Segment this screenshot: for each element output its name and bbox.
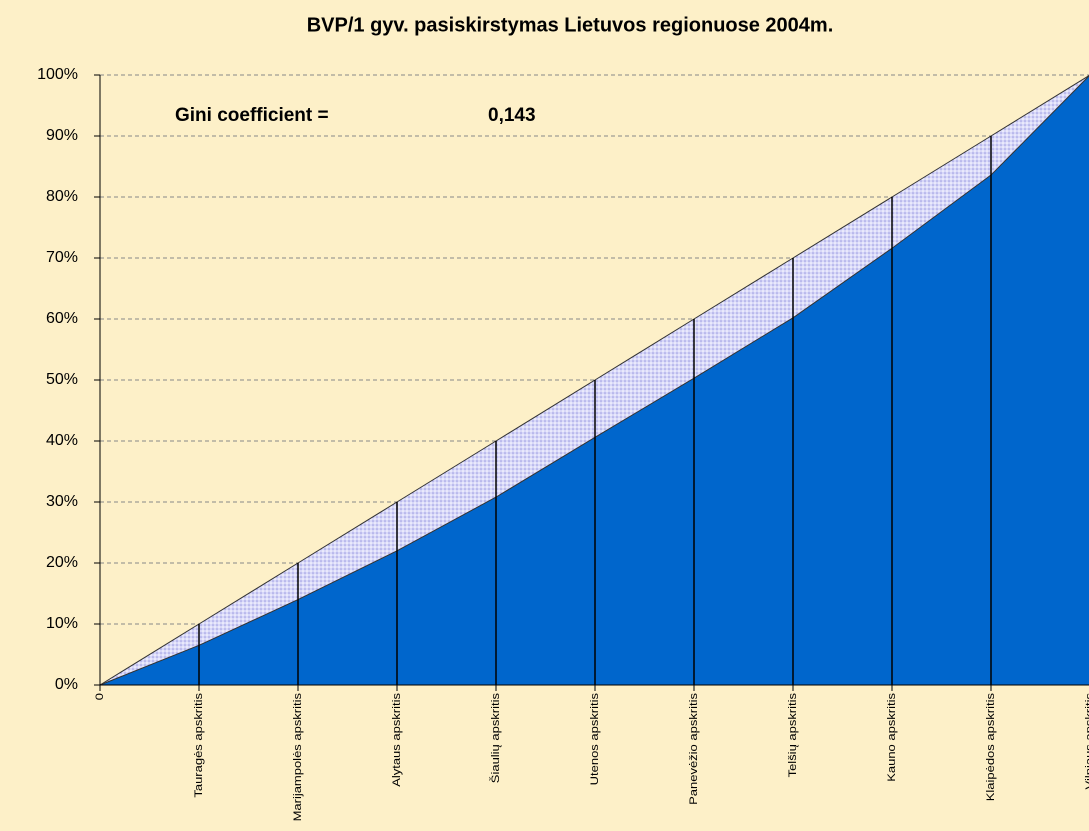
- y-tick-label: 90%: [46, 127, 78, 144]
- x-tick-label: Tauragės apskritis: [192, 693, 205, 798]
- x-tick-label: Panevėžio apskritis: [687, 693, 700, 805]
- x-tick-label: Utenos apskritis: [588, 693, 601, 785]
- y-tick-label: 40%: [46, 432, 78, 449]
- lorenz-area: [100, 76, 1089, 685]
- x-tick-label: Klaipėdos apskritis: [984, 693, 997, 801]
- chart-title: BVP/1 gyv. pasiskirstymas Lietuvos regio…: [307, 14, 834, 36]
- y-tick-label: 20%: [46, 554, 78, 571]
- x-tick-label: Šiaulių apskritis: [488, 693, 502, 783]
- y-tick-label: 30%: [46, 493, 78, 510]
- x-tick-label: Marijampolės apskritis: [291, 693, 304, 821]
- y-tick-label: 100%: [37, 66, 78, 83]
- x-tick-label: Kauno apskritis: [885, 693, 898, 782]
- x-tick-label: Vilniaus apskritis: [1083, 693, 1089, 789]
- y-tick-label: 0%: [55, 676, 78, 693]
- y-tick-label: 80%: [46, 188, 78, 205]
- annotation: 0,143: [488, 105, 536, 126]
- x-tick-label: Alytaus apskritis: [390, 693, 403, 787]
- x-tick-label: 0: [93, 693, 106, 701]
- annotation: Gini coefficient =: [175, 105, 329, 126]
- y-tick-label: 70%: [46, 249, 78, 266]
- y-tick-label: 50%: [46, 371, 78, 388]
- x-tick-label: Telšių apskritis: [786, 693, 799, 777]
- y-tick-label: 60%: [46, 310, 78, 327]
- y-tick-label: 10%: [46, 615, 78, 632]
